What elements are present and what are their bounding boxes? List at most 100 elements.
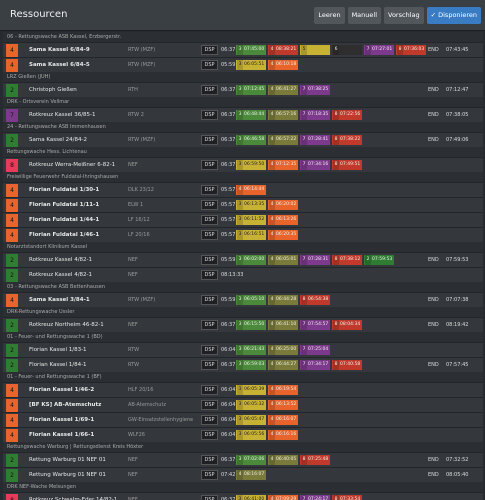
- dsp-button[interactable]: DSP: [201, 215, 218, 225]
- dispatch-time: 06:04:06: [221, 417, 244, 423]
- status-code: 4: [269, 430, 275, 440]
- status-time: 06:41:00: [244, 497, 265, 500]
- vehicle-row[interactable]: 2 Sama Kassel 24/84-2 RTW (MZF) DSP 06:37:25…: [3, 132, 483, 147]
- vehicle-name: Rotkreuz Kassel 4/82-1: [29, 257, 93, 263]
- vehicle-row[interactable]: 4 Florian Kassel 1/46-2 HLF 20/16 DSP 06:04:…: [3, 382, 483, 397]
- group-header: 01 - Feuer- und Rettungswache 1 (BD): [3, 332, 483, 342]
- group-header: DRK - Ortsverein Vellmar: [3, 97, 483, 107]
- status-time-cell: 3 06:05:39: [236, 385, 266, 395]
- status-time: 06:05:51: [244, 62, 265, 67]
- dsp-button[interactable]: DSP: [201, 270, 218, 280]
- status-time-cell: 3 07:45:00: [236, 45, 266, 55]
- status-code: 7: [365, 45, 371, 55]
- vehicle-row[interactable]: 4 Florian Fuldatal 1/46-1 LF 20/16 DSP 05:57…: [3, 227, 483, 242]
- vehicle-row[interactable]: 4 Sama Kassel 6/84-5 RTW (MZF) DSP 05:59:32 3…: [3, 57, 483, 72]
- status-badge: 4: [6, 294, 18, 307]
- status-code: 4: [269, 415, 275, 425]
- dsp-button[interactable]: DSP: [201, 230, 218, 240]
- status-code: 7: [301, 85, 307, 95]
- clear-button[interactable]: Leeren: [314, 7, 345, 24]
- dsp-button[interactable]: DSP: [201, 85, 218, 95]
- dsp-button[interactable]: DSP: [201, 320, 218, 330]
- dsp-button[interactable]: DSP: [201, 495, 218, 500]
- vehicle-name: Florian Fuldatal 1/44-1: [29, 217, 100, 223]
- dsp-button[interactable]: DSP: [201, 470, 218, 480]
- vehicle-name: Rotkreuz Northeim 46-82-1: [29, 322, 104, 328]
- dsp-button[interactable]: DSP: [201, 295, 218, 305]
- status-code: 7: [301, 255, 307, 265]
- status-time: 08:38:21: [276, 47, 297, 52]
- status-time-cell: 4 06:19:54: [268, 385, 298, 395]
- vehicle-row[interactable]: 2 Rettung Warburg 01 NEF 01 NEF DSP 06:37:58…: [3, 452, 483, 467]
- dsp-button[interactable]: DSP: [201, 160, 218, 170]
- status-code: 4: [269, 135, 275, 145]
- dsp-button[interactable]: DSP: [201, 415, 218, 425]
- status-badge: 4: [6, 44, 18, 57]
- status-time-cell: 4 06:44:27: [268, 360, 298, 370]
- dsp-button[interactable]: DSP: [201, 60, 218, 70]
- status-time: 06:15:50: [244, 322, 265, 327]
- vehicle-row[interactable]: 4 Florian Kassel 1/69-1 GW-Einsatzstellenh…: [3, 412, 483, 427]
- vehicle-type: RTW: [128, 347, 140, 353]
- manual-button[interactable]: Manuell: [347, 7, 382, 24]
- vehicle-row[interactable]: 2 Christoph Gießen RTH DSP 06:37:58 3 07:12:45…: [3, 82, 483, 97]
- vehicle-type: RTW (MZF): [128, 297, 156, 303]
- vehicle-row[interactable]: 4 [BF KS] AB-Atemschutz AB-Atemschutz DSP 06…: [3, 397, 483, 412]
- dsp-button[interactable]: DSP: [201, 360, 218, 370]
- status-time: 06:57:16: [276, 112, 297, 117]
- status-badge: 2: [6, 269, 18, 282]
- status-time: 07:28:31: [308, 257, 329, 262]
- status-code: 8: [333, 160, 339, 170]
- vehicle-type: HLF 20/16: [128, 387, 154, 393]
- status-code: 4: [237, 185, 243, 195]
- status-time: 07:34:17: [308, 362, 329, 367]
- vehicle-name: Rotkreuz Kassel 36/85-1: [29, 112, 96, 118]
- vehicle-row[interactable]: 8 Rotkreuz Schwalm-Eder 14/82-1 NEF DSP06:3…: [3, 492, 483, 500]
- vehicle-name: Rettung Warburg 01 NEF 01: [29, 457, 106, 463]
- vehicle-row[interactable]: 2 Rettung Warburg 01 NEF 01 NEF DSP 07:42:08…: [3, 467, 483, 482]
- status-badge: 4: [6, 229, 18, 242]
- dsp-button[interactable]: DSP: [201, 200, 218, 210]
- dsp-button[interactable]: DSP: [201, 345, 218, 355]
- dispatch-button[interactable]: ✓ Disponieren: [426, 7, 481, 24]
- vehicle-row[interactable]: 2 Rotkreuz Kassel 4/82-1 NEF DSP 05:59:32 3 06…: [3, 252, 483, 267]
- suggest-button[interactable]: Vorschlag: [384, 7, 424, 24]
- vehicle-row[interactable]: 4 Florian Kassel 1/66-1 WLF26 DSP 06:04:06 3 0…: [3, 427, 483, 442]
- vehicle-row[interactable]: 4 Florian Fuldatal 1/30-1 DLK 23/12 DSP 05:5…: [3, 182, 483, 197]
- group-header: 24 - Rettungswache ASB Immenhausen: [3, 122, 483, 132]
- dsp-button[interactable]: DSP: [201, 45, 218, 55]
- dsp-button[interactable]: DSP: [201, 385, 218, 395]
- status-time-cell: 8 08:04:34: [332, 320, 362, 330]
- dsp-button[interactable]: DSP: [201, 430, 218, 440]
- vehicle-row[interactable]: 2 Rotkreuz Northeim 46-82-1 NEF DSP 06:37:58…: [3, 317, 483, 332]
- status-code: 4: [269, 385, 275, 395]
- dispatch-time: 05:59:32: [221, 257, 244, 263]
- dsp-button[interactable]: DSP: [201, 135, 218, 145]
- dsp-button[interactable]: DSP: [201, 185, 218, 195]
- vehicle-row[interactable]: 2 Florian Kassel 1/83-1 RTW DSP 06:04:06 3 06:…: [3, 342, 483, 357]
- dsp-button[interactable]: DSP: [201, 110, 218, 120]
- end-time: 07:38:05: [446, 112, 469, 118]
- vehicle-row[interactable]: 8 Rotkreuz Werra-Meißner 6-82-1 NEF DSP 06:3…: [3, 157, 483, 172]
- vehicle-row[interactable]: 4 Sama Kassel 6/84-9 RTW (MZF) DSP 06:37:25 3…: [3, 42, 483, 57]
- vehicle-row[interactable]: 7 Rotkreuz Kassel 36/85-1 RTW 2 DSP 06:37:25…: [3, 107, 483, 122]
- status-time-cell: 7 07:38:25: [300, 85, 330, 95]
- dsp-button[interactable]: DSP: [201, 455, 218, 465]
- status-time: 07:54:57: [308, 322, 329, 327]
- status-badge: 7: [6, 109, 18, 122]
- status-time-cell: 7 07:34:17: [300, 360, 330, 370]
- vehicle-row[interactable]: 2 Rotkreuz Kassel 4/82-1 NEF DSP 08:13:33: [3, 267, 483, 282]
- dsp-button[interactable]: DSP: [201, 400, 218, 410]
- status-time: 07:27:01: [372, 47, 393, 52]
- status-code: 3: [237, 215, 243, 225]
- status-time: 06:44:27: [276, 362, 297, 367]
- dsp-button[interactable]: DSP: [201, 255, 218, 265]
- vehicle-row[interactable]: 4 Florian Fuldatal 1/11-1 ELW 1 DSP 05:57:56…: [3, 197, 483, 212]
- vehicle-row[interactable]: 2 Florian Kassel 1/84-1 RTW DSP 06:37:25 3 06:…: [3, 357, 483, 372]
- vehicle-row[interactable]: 4 Sama Kassel 3/84-1 RTW (MZF) DSP 05:59:32 3…: [3, 292, 483, 307]
- vehicle-row[interactable]: 4 Florian Fuldatal 1/44-1 LF 16/12 DSP 05:57…: [3, 212, 483, 227]
- status-time-cell: 5: [300, 45, 330, 55]
- vehicle-name: Florian Fuldatal 1/30-1: [29, 187, 100, 193]
- status-code: 8: [333, 495, 339, 500]
